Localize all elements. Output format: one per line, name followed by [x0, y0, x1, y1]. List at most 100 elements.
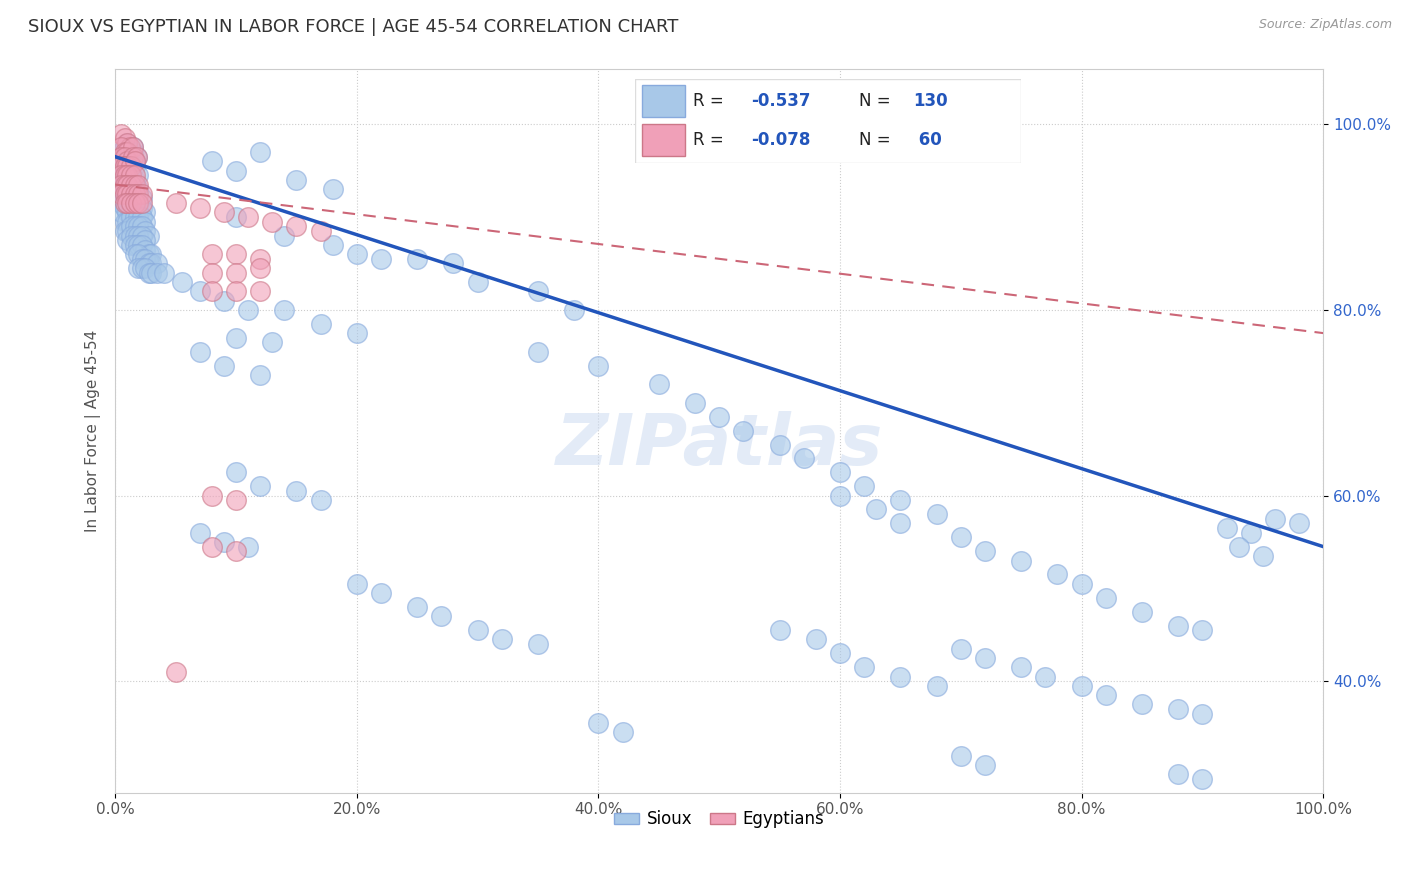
- Point: [322, 182, 344, 196]
- Point: [134, 233, 156, 247]
- Point: [1264, 512, 1286, 526]
- Point: [769, 623, 792, 637]
- Point: [117, 159, 139, 173]
- Point: [117, 196, 139, 211]
- Point: [124, 169, 146, 183]
- Point: [562, 302, 585, 317]
- Point: [889, 516, 911, 531]
- Point: [117, 169, 139, 183]
- Point: [117, 159, 139, 173]
- Point: [110, 169, 132, 183]
- Point: [117, 178, 139, 192]
- Point: [146, 256, 169, 270]
- Point: [1046, 567, 1069, 582]
- Point: [110, 159, 132, 173]
- Point: [949, 641, 972, 656]
- Point: [134, 215, 156, 229]
- Point: [122, 150, 145, 164]
- Point: [346, 326, 368, 340]
- Point: [443, 256, 465, 270]
- Point: [117, 145, 139, 159]
- Point: [467, 275, 489, 289]
- Point: [1240, 525, 1263, 540]
- Point: [120, 178, 142, 192]
- Point: [201, 540, 224, 554]
- Point: [828, 489, 851, 503]
- Point: [370, 252, 392, 266]
- Point: [131, 228, 153, 243]
- Point: [201, 489, 224, 503]
- Point: [925, 507, 948, 521]
- Point: [124, 196, 146, 211]
- Point: [1215, 521, 1237, 535]
- Point: [110, 169, 132, 183]
- Point: [120, 159, 142, 173]
- Point: [1167, 702, 1189, 716]
- Point: [125, 150, 148, 164]
- Point: [165, 665, 187, 679]
- Point: [120, 219, 142, 234]
- Point: [124, 154, 146, 169]
- Point: [225, 544, 247, 558]
- Point: [141, 256, 163, 270]
- Point: [285, 173, 308, 187]
- Point: [853, 660, 876, 674]
- Point: [117, 154, 139, 169]
- Point: [131, 210, 153, 224]
- Point: [114, 173, 136, 187]
- Point: [110, 150, 132, 164]
- Point: [114, 186, 136, 201]
- Point: [249, 368, 271, 382]
- Legend: Sioux, Egyptians: Sioux, Egyptians: [607, 804, 831, 835]
- Point: [1095, 591, 1118, 605]
- Point: [124, 154, 146, 169]
- Point: [117, 169, 139, 183]
- Point: [1010, 660, 1032, 674]
- Y-axis label: In Labor Force | Age 45-54: In Labor Force | Age 45-54: [86, 329, 101, 532]
- Point: [124, 173, 146, 187]
- Point: [110, 178, 132, 192]
- Point: [117, 154, 139, 169]
- Point: [889, 670, 911, 684]
- Point: [122, 140, 145, 154]
- Point: [225, 331, 247, 345]
- Point: [110, 140, 132, 154]
- Point: [134, 261, 156, 276]
- Point: [120, 228, 142, 243]
- Point: [212, 205, 235, 219]
- Point: [114, 196, 136, 211]
- Point: [1191, 623, 1213, 637]
- Point: [188, 344, 211, 359]
- Point: [201, 285, 224, 299]
- Point: [188, 201, 211, 215]
- Point: [346, 247, 368, 261]
- Point: [974, 651, 997, 665]
- Point: [124, 186, 146, 201]
- Point: [1167, 767, 1189, 781]
- Point: [131, 252, 153, 266]
- Text: Source: ZipAtlas.com: Source: ZipAtlas.com: [1258, 18, 1392, 31]
- Point: [236, 302, 259, 317]
- Point: [125, 150, 148, 164]
- Point: [134, 252, 156, 266]
- Point: [110, 186, 132, 201]
- Point: [309, 493, 332, 508]
- Point: [120, 154, 142, 169]
- Point: [527, 637, 550, 651]
- Point: [117, 224, 139, 238]
- Point: [188, 285, 211, 299]
- Point: [249, 261, 271, 276]
- Point: [127, 192, 149, 206]
- Point: [974, 544, 997, 558]
- Point: [249, 252, 271, 266]
- Point: [648, 377, 671, 392]
- Point: [114, 201, 136, 215]
- Point: [114, 178, 136, 192]
- Point: [131, 238, 153, 252]
- Point: [201, 266, 224, 280]
- Point: [131, 192, 153, 206]
- Point: [127, 238, 149, 252]
- Point: [138, 256, 160, 270]
- Point: [1288, 516, 1310, 531]
- Point: [236, 540, 259, 554]
